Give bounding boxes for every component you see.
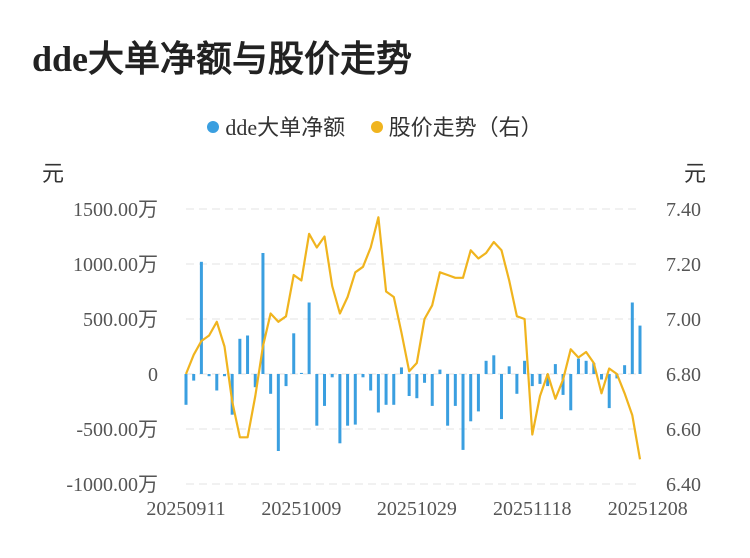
dde-bar[interactable] — [253, 374, 257, 388]
dde-bar[interactable] — [315, 374, 319, 426]
legend: dde大单净额 股价走势（右） — [0, 110, 750, 142]
dde-bar[interactable] — [269, 374, 273, 394]
left-axis-unit: 元 — [42, 161, 65, 186]
dde-bar[interactable] — [346, 374, 350, 426]
dde-bar[interactable] — [461, 374, 465, 450]
dde-bar[interactable] — [376, 374, 380, 413]
legend-item-price[interactable]: 股价走势（右） — [370, 110, 543, 142]
dde-bar[interactable] — [399, 367, 403, 374]
dde-bar[interactable] — [446, 374, 450, 426]
left-tick-label: 1000.00万 — [73, 254, 158, 276]
grid-lines — [186, 208, 640, 485]
dde-bar[interactable] — [415, 374, 419, 399]
dde-bar[interactable] — [507, 366, 511, 374]
left-tick-label: -1000.00万 — [66, 474, 158, 496]
right-tick-label: 7.20 — [666, 254, 701, 276]
dde-bar[interactable] — [338, 374, 342, 444]
left-tick-label: 1500.00万 — [73, 199, 158, 221]
legend-marker-dde — [207, 121, 220, 133]
dde-bar[interactable] — [492, 355, 496, 374]
dde-bar[interactable] — [530, 374, 534, 387]
dde-bar[interactable] — [584, 360, 588, 374]
price-line-layer — [184, 216, 642, 460]
left-tick-label: -500.00万 — [76, 419, 158, 441]
dde-bar[interactable] — [369, 374, 373, 391]
dde-bar[interactable] — [330, 374, 334, 378]
price-line[interactable] — [184, 216, 642, 460]
dde-bar[interactable] — [515, 374, 519, 394]
dde-bar[interactable] — [600, 374, 604, 380]
dde-bar[interactable] — [430, 374, 434, 406]
legend-label-dde: dde大单净额 — [225, 115, 346, 140]
dde-bar[interactable] — [592, 363, 596, 374]
x-tick-label: 20251009 — [261, 498, 341, 520]
dde-bar[interactable] — [276, 374, 280, 451]
dde-bar[interactable] — [469, 374, 473, 422]
dde-bar[interactable] — [453, 374, 457, 406]
dde-bar[interactable] — [238, 338, 242, 374]
dde-bar[interactable] — [407, 374, 411, 396]
dde-bar[interactable] — [523, 360, 527, 374]
right-tick-label: 7.40 — [666, 199, 701, 221]
dde-bar[interactable] — [246, 335, 250, 375]
dde-bar[interactable] — [607, 374, 611, 409]
dde-bar[interactable] — [476, 374, 480, 412]
left-tick-label: 0 — [148, 364, 158, 386]
dde-bar[interactable] — [392, 374, 396, 405]
dde-bar[interactable] — [538, 374, 542, 384]
dde-bar[interactable] — [284, 374, 288, 387]
dde-bar[interactable] — [192, 374, 196, 381]
dde-bar[interactable] — [261, 253, 265, 374]
dde-bar[interactable] — [438, 369, 442, 374]
right-tick-label: 6.40 — [666, 474, 701, 496]
left-tick-label: 500.00万 — [83, 309, 158, 331]
dde-bar[interactable] — [384, 374, 388, 405]
axis-labels: 1500.00万 1000.00万 500.00万 0 -500.00万 -1000.00… — [66, 199, 701, 520]
x-tick-label: 20251118 — [493, 498, 572, 520]
dde-bar[interactable] — [623, 365, 627, 374]
legend-item-dde[interactable]: dde大单净额 — [207, 110, 345, 142]
dde-bar[interactable] — [207, 374, 211, 377]
dde-bar[interactable] — [630, 302, 634, 375]
dde-bar[interactable] — [569, 374, 573, 411]
dde-bar[interactable] — [299, 372, 303, 374]
dde-bar[interactable] — [423, 374, 427, 383]
dde-bar[interactable] — [215, 374, 219, 391]
dde-bar[interactable] — [222, 374, 226, 377]
dde-bar[interactable] — [561, 374, 565, 395]
x-tick-label: 20251029 — [377, 498, 457, 520]
right-tick-label: 6.80 — [666, 364, 701, 386]
dde-bar[interactable] — [361, 374, 365, 378]
dde-bar[interactable] — [307, 302, 311, 375]
legend-label-price: 股价走势（右） — [388, 115, 543, 140]
dde-bar[interactable] — [546, 374, 550, 387]
right-axis-unit: 元 — [684, 161, 707, 186]
dde-bar[interactable] — [199, 261, 203, 374]
dde-bar[interactable] — [292, 333, 296, 374]
right-tick-label: 7.00 — [666, 309, 701, 331]
dde-bar[interactable] — [576, 358, 580, 374]
dde-bar[interactable] — [499, 374, 503, 420]
dde-bar[interactable] — [323, 374, 327, 406]
right-tick-label: 6.60 — [666, 419, 701, 441]
dde-bar[interactable] — [553, 364, 557, 374]
x-tick-label: 20250911 — [146, 498, 225, 520]
legend-marker-price — [370, 121, 383, 133]
chart-title: dde大单净额与股价走势 — [32, 39, 413, 79]
x-tick-label: 20251208 — [608, 498, 688, 520]
dde-bar[interactable] — [353, 374, 357, 425]
dde-bar[interactable] — [638, 325, 642, 374]
dde-bar[interactable] — [184, 374, 188, 405]
dde-bar[interactable] — [484, 360, 488, 374]
